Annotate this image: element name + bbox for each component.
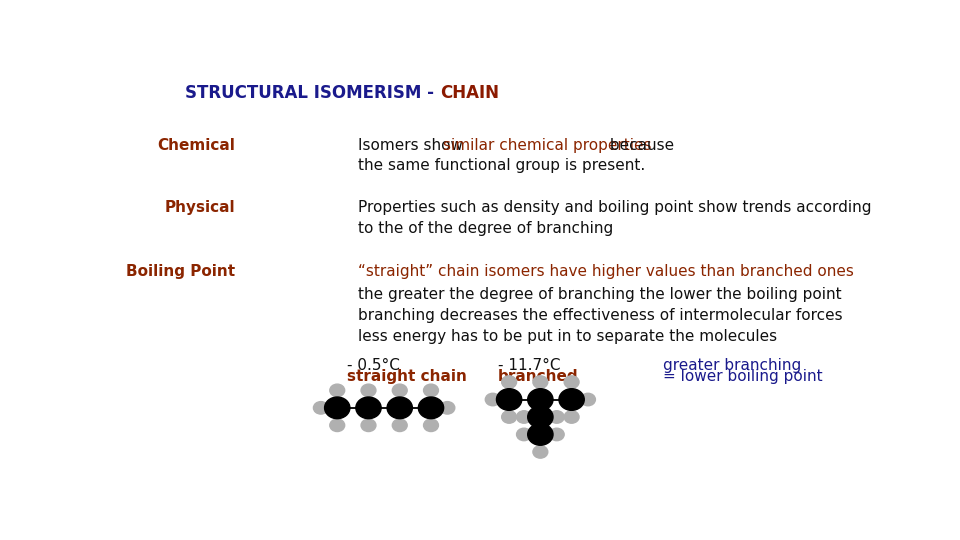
Text: Physical: Physical (165, 200, 235, 215)
Ellipse shape (564, 411, 579, 423)
Text: to the of the degree of branching: to the of the degree of branching (358, 221, 613, 236)
Text: Properties such as density and boiling point show trends according: Properties such as density and boiling p… (358, 200, 872, 215)
Text: CHAIN: CHAIN (440, 84, 499, 102)
Ellipse shape (324, 397, 349, 418)
Text: Boiling Point: Boiling Point (126, 265, 235, 279)
Ellipse shape (528, 389, 553, 410)
Ellipse shape (549, 411, 564, 423)
Ellipse shape (330, 419, 345, 431)
Ellipse shape (533, 376, 548, 388)
Ellipse shape (423, 419, 439, 431)
Text: - 11.7°C: - 11.7°C (498, 358, 561, 373)
Ellipse shape (393, 384, 407, 396)
Ellipse shape (393, 419, 407, 431)
Text: straight chain: straight chain (347, 369, 467, 384)
Text: similar chemical properties: similar chemical properties (444, 138, 652, 153)
Text: branched: branched (498, 369, 579, 384)
Text: - 0.5°C: - 0.5°C (347, 358, 399, 373)
Text: Chemical: Chemical (157, 138, 235, 153)
Ellipse shape (559, 389, 585, 410)
Text: the greater the degree of branching the lower the boiling point: the greater the degree of branching the … (358, 287, 842, 302)
Text: STRUCTURAL ISOMERISM -: STRUCTURAL ISOMERISM - (185, 84, 440, 102)
Text: because: because (605, 138, 674, 153)
Text: = lower boiling point: = lower boiling point (663, 369, 823, 384)
Ellipse shape (423, 384, 439, 396)
Ellipse shape (330, 384, 345, 396)
Text: Isomers show: Isomers show (358, 138, 468, 153)
Ellipse shape (516, 428, 532, 441)
Ellipse shape (581, 393, 595, 406)
Ellipse shape (516, 411, 532, 423)
Ellipse shape (528, 424, 553, 446)
Ellipse shape (440, 402, 455, 414)
Ellipse shape (313, 402, 328, 414)
Ellipse shape (564, 376, 579, 388)
Text: branching decreases the effectiveness of intermolecular forces: branching decreases the effectiveness of… (358, 308, 843, 323)
Text: greater branching: greater branching (663, 358, 802, 373)
Ellipse shape (356, 397, 381, 418)
Ellipse shape (549, 428, 564, 441)
Ellipse shape (533, 446, 548, 458)
Ellipse shape (419, 397, 444, 418)
Text: “straight” chain isomers have higher values than branched ones: “straight” chain isomers have higher val… (358, 265, 854, 279)
Ellipse shape (486, 393, 500, 406)
Ellipse shape (528, 406, 553, 428)
Ellipse shape (361, 384, 376, 396)
Ellipse shape (496, 389, 521, 410)
Ellipse shape (502, 376, 516, 388)
Ellipse shape (387, 397, 413, 418)
Ellipse shape (361, 419, 376, 431)
Text: less energy has to be put in to separate the molecules: less energy has to be put in to separate… (358, 329, 778, 344)
Text: the same functional group is present.: the same functional group is present. (358, 158, 645, 173)
Ellipse shape (502, 411, 516, 423)
